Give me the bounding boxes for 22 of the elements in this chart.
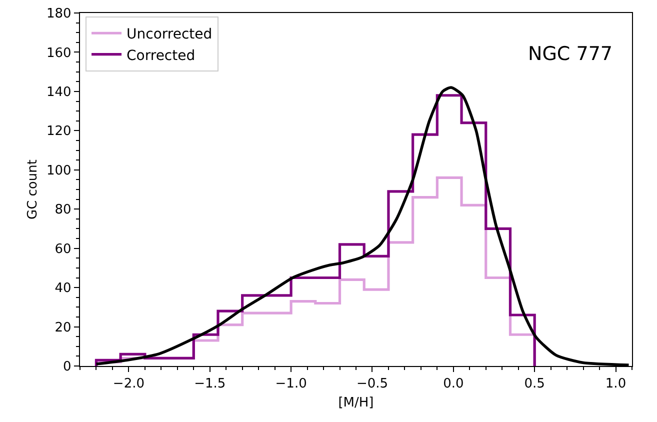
y-tick-label: 160 xyxy=(46,46,72,61)
x-tick-label: 1.0 xyxy=(605,376,626,392)
annotation: NGC 777 xyxy=(528,43,613,65)
legend-label: Corrected xyxy=(126,48,196,64)
y-axis-title: GC count xyxy=(25,160,40,220)
x-tick-label: 0.0 xyxy=(443,376,464,392)
y-tick-label: 100 xyxy=(46,163,72,178)
x-tick-label: −1.5 xyxy=(194,376,226,392)
y-tick-label: 140 xyxy=(46,84,72,100)
legend-label: Uncorrected xyxy=(126,26,212,43)
x-tick-label: −0.5 xyxy=(356,376,388,392)
y-tick-label: 40 xyxy=(54,281,72,296)
y-tick-label: 60 xyxy=(54,242,72,257)
y-tick-label: 20 xyxy=(54,320,72,336)
y-tick-label: 120 xyxy=(46,124,72,140)
y-tick-label: 80 xyxy=(54,202,72,218)
x-tick-label: −1.0 xyxy=(275,376,307,392)
y-tick-label: 0 xyxy=(63,360,72,375)
y-tick-label: 180 xyxy=(46,6,72,22)
x-tick-label: −2.0 xyxy=(112,376,144,392)
x-axis-title: [M/H] xyxy=(338,395,374,410)
x-tick-label: 0.5 xyxy=(524,376,545,392)
